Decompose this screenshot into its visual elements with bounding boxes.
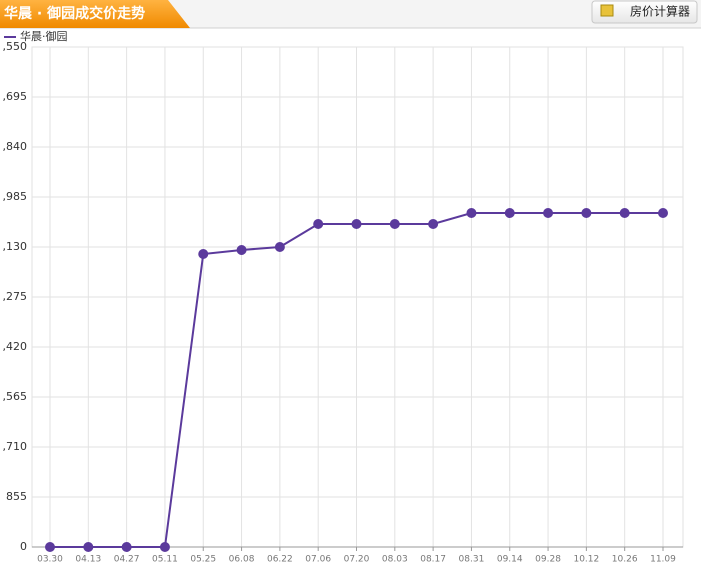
x-tick-label: 06.22 (267, 555, 293, 564)
y-tick-label: ,275 (3, 290, 28, 303)
calc-button[interactable]: 房价计算器 (591, 0, 698, 24)
point (504, 208, 515, 219)
point (351, 219, 362, 230)
y-tick-label: ,710 (3, 440, 28, 453)
x-tick-label: 03.30 (37, 555, 63, 564)
title-tab (0, 0, 190, 28)
point (198, 249, 209, 260)
point (389, 219, 400, 230)
x-tick-label: 07.20 (344, 555, 370, 564)
x-tick-label: 09.28 (535, 555, 561, 564)
legend-label: 华晨·御园 (20, 29, 68, 43)
point (159, 542, 170, 552)
point (121, 542, 132, 552)
point (658, 208, 668, 219)
point (236, 244, 247, 255)
calc-button-label[interactable]: 房价计算器 (630, 4, 690, 19)
y-tick-label: 855 (6, 490, 27, 503)
x-tick-label: 07.06 (305, 555, 331, 564)
x-tick-label: 06.08 (229, 555, 255, 564)
y-tick-label: ,695 (3, 90, 28, 103)
x-tick-label: 08.03 (382, 555, 408, 564)
point (581, 208, 592, 219)
point (313, 219, 324, 230)
x-tick-label: 05.25 (190, 555, 216, 564)
point (45, 542, 55, 552)
x-tick-label: 04.13 (75, 555, 101, 564)
x-tick-label: 11.09 (650, 555, 676, 564)
point (619, 208, 630, 219)
x-tick-label: 05.11 (152, 555, 178, 564)
y-tick-label: ,840 (3, 140, 28, 153)
y-tick-label: ,565 (3, 390, 28, 403)
y-tick-label: 0 (20, 540, 27, 553)
y-tick-label: ,985 (3, 190, 28, 203)
y-tick-label: ,550 (3, 40, 28, 53)
point (543, 208, 554, 219)
point (274, 242, 285, 252)
point (466, 208, 477, 219)
x-tick-label: 10.12 (573, 555, 599, 564)
x-tick-label: 09.14 (497, 555, 523, 564)
point (83, 542, 94, 552)
x-tick-label: 08.31 (459, 555, 485, 564)
y-tick-label: ,420 (3, 340, 28, 353)
x-tick-label: 08.17 (420, 555, 446, 564)
point (428, 219, 439, 230)
x-tick-label: 10.26 (612, 555, 638, 564)
x-tick-label: 04.27 (114, 555, 140, 564)
y-tick-label: ,130 (3, 240, 28, 253)
chart-title: 华晨 · 御园成交价走势 (4, 5, 145, 22)
